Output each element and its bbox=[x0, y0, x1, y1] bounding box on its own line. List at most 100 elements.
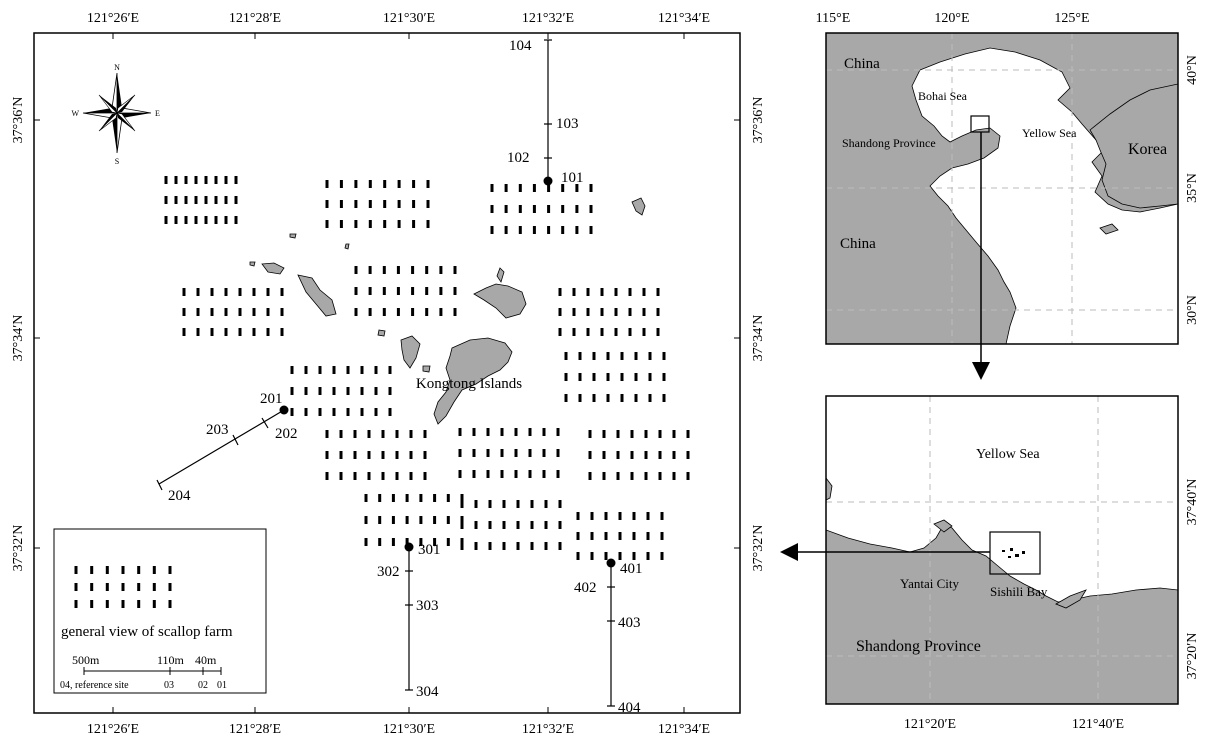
scallop-longline-mark bbox=[224, 308, 228, 316]
scallop-longline-mark bbox=[374, 366, 378, 374]
scallop-longline-mark bbox=[397, 220, 401, 228]
bottom-lon-label: 121°34′E bbox=[658, 722, 710, 737]
scallop-longline-mark bbox=[490, 226, 494, 234]
scallop-longline-mark bbox=[280, 328, 284, 336]
scallop-longline-mark bbox=[339, 472, 343, 480]
scallop-longline-mark bbox=[620, 373, 624, 381]
scallop-longline-mark bbox=[121, 566, 125, 574]
scallop-longline-mark bbox=[514, 470, 518, 478]
detail-lon-label: 121°40′E bbox=[1072, 717, 1124, 732]
scallop-longline-mark bbox=[184, 216, 188, 224]
place-label: Yantai City bbox=[900, 576, 959, 591]
scallop-longline-mark bbox=[686, 430, 690, 438]
scallop-longline-mark bbox=[575, 205, 579, 213]
station-label: 203 bbox=[206, 422, 229, 438]
compass-rose-icon: N S E W bbox=[71, 63, 160, 166]
scallop-longline-mark bbox=[472, 428, 476, 436]
scallop-longline-mark bbox=[439, 266, 443, 274]
scallop-longline-mark bbox=[332, 387, 336, 395]
land-spit bbox=[933, 519, 953, 533]
scallop-longline-mark bbox=[474, 542, 478, 550]
scallop-longline-mark bbox=[658, 472, 662, 480]
scallop-longline-mark bbox=[656, 308, 660, 316]
scallop-longline-mark bbox=[395, 430, 399, 438]
scallop-longline-mark bbox=[332, 366, 336, 374]
scallop-longline-mark bbox=[604, 532, 608, 540]
island bbox=[377, 329, 386, 337]
scallop-longline-mark bbox=[174, 176, 178, 184]
scallop-longline-mark bbox=[632, 532, 636, 540]
island-label: Kongtong Islands bbox=[416, 376, 522, 392]
scallop-longline-mark bbox=[238, 328, 242, 336]
scallop-longline-mark bbox=[353, 430, 357, 438]
scallop-longline-mark bbox=[339, 200, 343, 208]
scallop-longline-mark bbox=[354, 308, 358, 316]
scallop-longline-mark bbox=[224, 196, 228, 204]
kongtong-box bbox=[989, 531, 1041, 575]
scallop-longline-mark bbox=[642, 328, 646, 336]
scallop-longline-mark bbox=[168, 600, 172, 608]
scallop-longline-mark bbox=[600, 308, 604, 316]
scallop-longline-mark bbox=[234, 196, 238, 204]
scallop-longline-mark bbox=[354, 200, 358, 208]
scallop-longline-mark bbox=[419, 516, 423, 524]
scallop-longline-mark bbox=[632, 552, 636, 560]
scallop-longline-mark bbox=[460, 516, 464, 524]
scallop-longline-mark bbox=[672, 451, 676, 459]
legend-site-label: 03 bbox=[164, 680, 174, 691]
scallop-longline-mark bbox=[137, 583, 141, 591]
scallop-longline-mark bbox=[382, 308, 386, 316]
scallop-longline-mark bbox=[578, 394, 582, 402]
scallop-longline-mark bbox=[486, 428, 490, 436]
land-jeju bbox=[1099, 223, 1119, 235]
scallop-longline-mark bbox=[304, 366, 308, 374]
scallop-longline-mark bbox=[544, 521, 548, 529]
scallop-longline-mark bbox=[405, 494, 409, 502]
scallop-longline-mark bbox=[586, 328, 590, 336]
scallop-longline-mark bbox=[564, 352, 568, 360]
scallop-longline-mark bbox=[578, 373, 582, 381]
scallop-longline-mark bbox=[290, 387, 294, 395]
left-lat-label: 37°34′N bbox=[11, 315, 26, 362]
legend-site-label: 01 bbox=[217, 680, 227, 691]
scallop-longline-mark bbox=[325, 451, 329, 459]
island bbox=[473, 283, 527, 319]
scallop-longline-mark bbox=[589, 205, 593, 213]
scallop-longline-mark bbox=[280, 288, 284, 296]
scallop-longline-mark bbox=[500, 470, 504, 478]
scallop-longline-mark bbox=[396, 266, 400, 274]
scallop-longline-mark bbox=[121, 600, 125, 608]
scallop-longline-mark bbox=[474, 521, 478, 529]
top-lon-label: 121°28′E bbox=[229, 11, 281, 26]
scallop-longline-mark bbox=[634, 373, 638, 381]
scallop-longline-mark bbox=[606, 373, 610, 381]
scallop-longline-mark bbox=[364, 538, 368, 546]
right-lat-label: 37°32′N bbox=[751, 525, 766, 572]
scallop-longline-mark bbox=[576, 532, 580, 540]
scallop-longline-mark bbox=[90, 583, 94, 591]
scallop-longline-mark bbox=[518, 205, 522, 213]
scallop-longline-mark bbox=[396, 287, 400, 295]
scallop-longline-mark bbox=[644, 472, 648, 480]
scallop-longline-mark bbox=[354, 180, 358, 188]
overview-lat-label: 30°N bbox=[1185, 295, 1200, 325]
inset-arrow-down bbox=[972, 132, 990, 380]
scallop-longline-mark bbox=[426, 180, 430, 188]
station-label: 202 bbox=[275, 426, 298, 442]
scallop-longline-mark bbox=[620, 394, 624, 402]
scallop-longline-mark bbox=[556, 449, 560, 457]
station-label: 103 bbox=[556, 116, 579, 132]
scallop-longline-mark bbox=[616, 451, 620, 459]
scallop-longline-mark bbox=[642, 308, 646, 316]
scallop-longline-mark bbox=[354, 266, 358, 274]
scallop-longline-mark bbox=[646, 512, 650, 520]
scallop-longline-mark bbox=[532, 226, 536, 234]
scallop-longline-mark bbox=[194, 216, 198, 224]
scallop-longline-mark bbox=[419, 538, 423, 546]
scallop-longline-mark bbox=[618, 512, 622, 520]
scallop-longline-mark bbox=[238, 308, 242, 316]
scallop-longline-mark bbox=[514, 428, 518, 436]
overview-frame bbox=[825, 32, 1179, 345]
scallop-longline-mark bbox=[532, 184, 536, 192]
station-label: 402 bbox=[574, 580, 597, 596]
